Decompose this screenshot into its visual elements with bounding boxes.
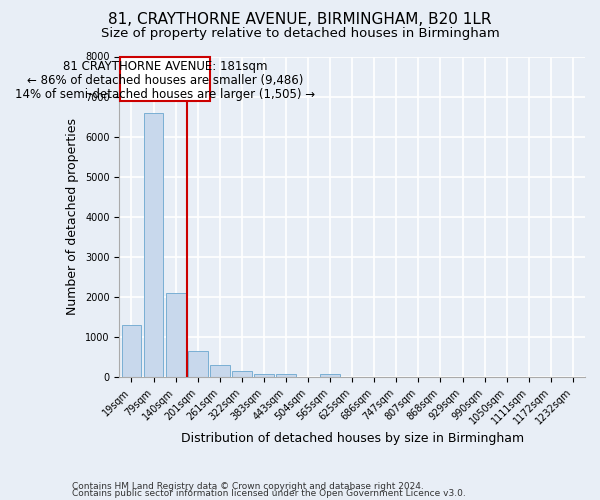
Bar	[188, 352, 208, 378]
Bar	[122, 326, 142, 378]
Bar	[320, 374, 340, 378]
X-axis label: Distribution of detached houses by size in Birmingham: Distribution of detached houses by size …	[181, 432, 524, 445]
Bar	[143, 112, 163, 378]
Text: Contains HM Land Registry data © Crown copyright and database right 2024.: Contains HM Land Registry data © Crown c…	[72, 482, 424, 491]
Bar	[232, 372, 252, 378]
Bar	[210, 366, 230, 378]
FancyBboxPatch shape	[121, 56, 210, 100]
Text: 14% of semi-detached houses are larger (1,505) →: 14% of semi-detached houses are larger (…	[15, 88, 315, 101]
Bar	[166, 293, 185, 378]
Text: Size of property relative to detached houses in Birmingham: Size of property relative to detached ho…	[101, 28, 499, 40]
Bar	[254, 374, 274, 378]
Text: 81, CRAYTHORNE AVENUE, BIRMINGHAM, B20 1LR: 81, CRAYTHORNE AVENUE, BIRMINGHAM, B20 1…	[108, 12, 492, 28]
Bar	[276, 374, 296, 378]
Text: ← 86% of detached houses are smaller (9,486): ← 86% of detached houses are smaller (9,…	[27, 74, 304, 87]
Text: 81 CRAYTHORNE AVENUE: 181sqm: 81 CRAYTHORNE AVENUE: 181sqm	[63, 60, 268, 72]
Text: Contains public sector information licensed under the Open Government Licence v3: Contains public sector information licen…	[72, 489, 466, 498]
Y-axis label: Number of detached properties: Number of detached properties	[67, 118, 79, 316]
